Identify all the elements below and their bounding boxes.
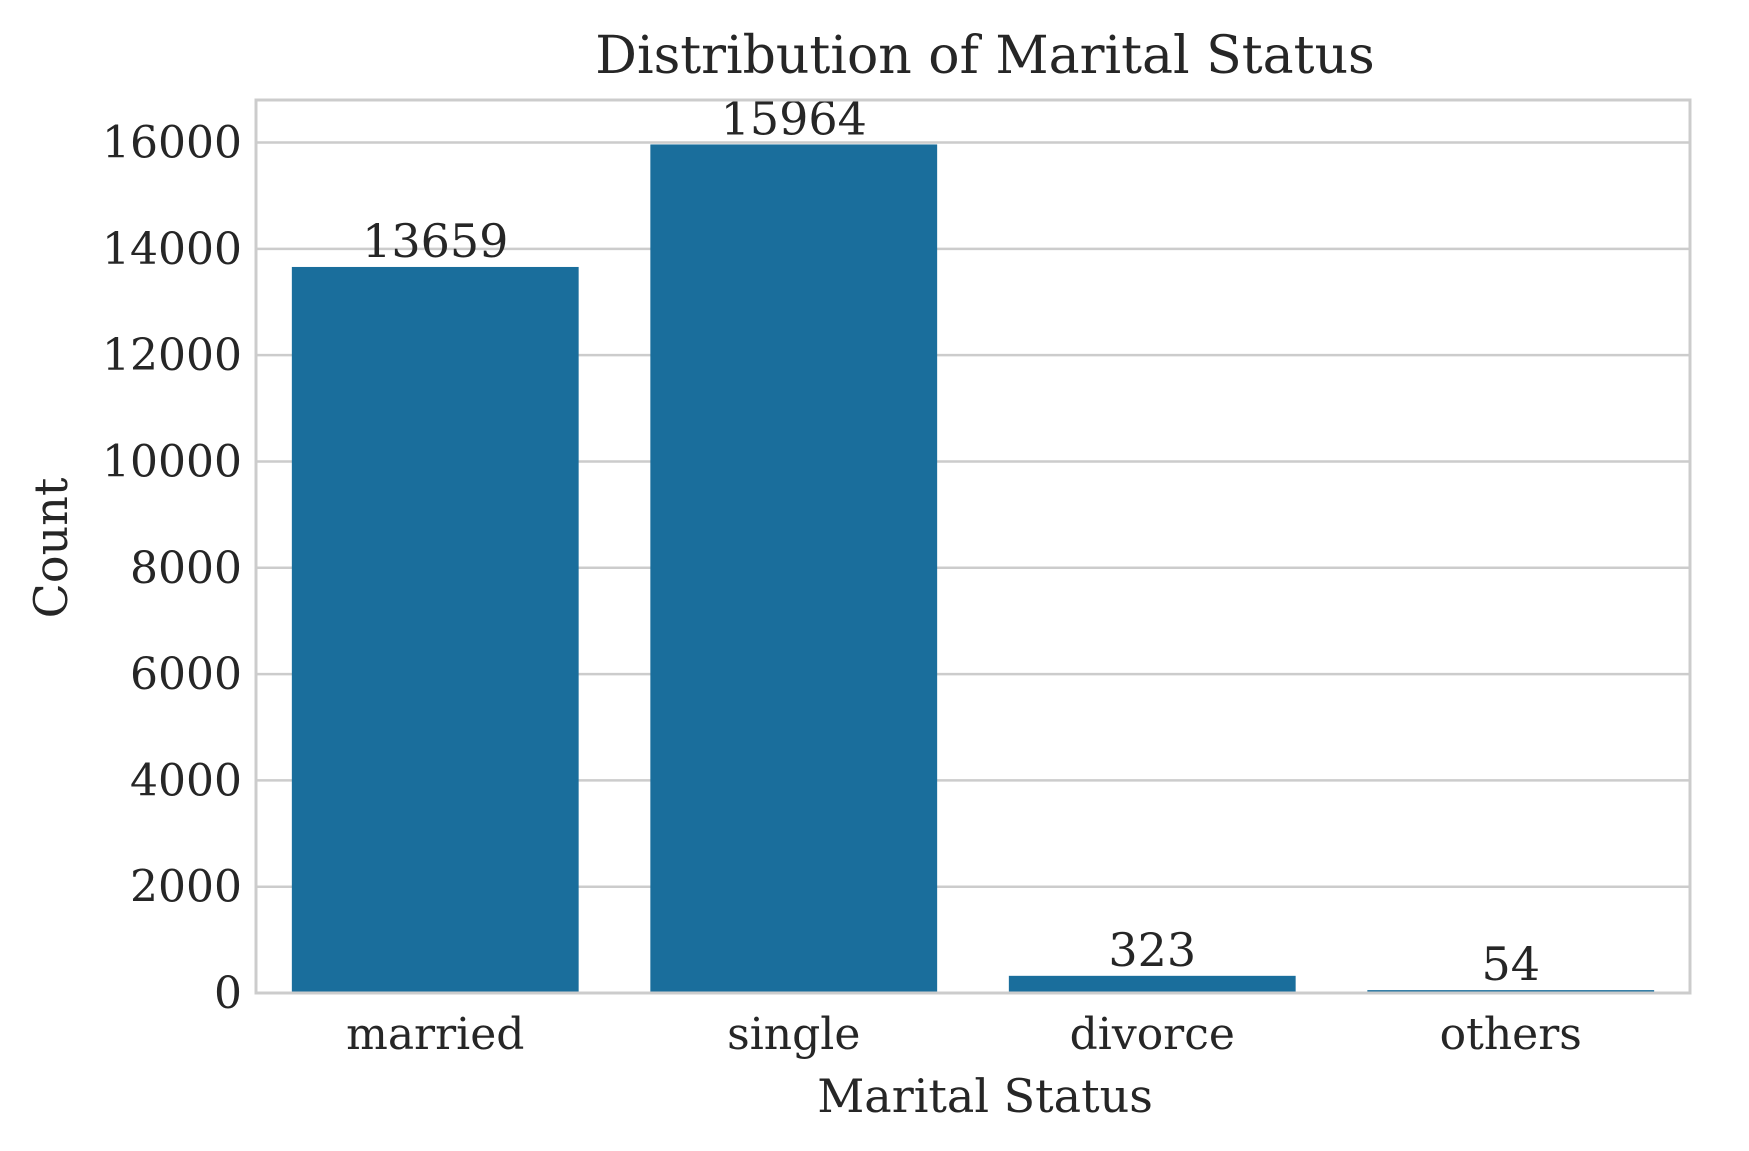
y-tick-label: 14000 (102, 224, 242, 275)
data-label: 54 (1481, 937, 1540, 991)
data-label: 323 (1108, 923, 1196, 977)
bar-single (650, 144, 938, 993)
y-axis-title: Count (24, 477, 78, 618)
y-tick-label: 0 (214, 968, 242, 1019)
y-tick-label: 8000 (130, 543, 242, 594)
y-tick-label: 10000 (102, 436, 242, 487)
bar-married (291, 266, 579, 993)
y-tick-label: 12000 (102, 330, 242, 381)
x-axis-title: Marital Status (817, 1069, 1153, 1123)
x-axis-ticks: married single divorce others (346, 1009, 1582, 1060)
y-axis-ticks: 0 2000 4000 6000 8000 10000 12000 14000 16000 (102, 118, 242, 1019)
y-tick-label: 16000 (102, 118, 242, 169)
x-tick-label: divorce (1070, 1009, 1235, 1060)
bars (291, 144, 1655, 993)
x-tick-label: married (346, 1009, 524, 1060)
data-label: 13659 (362, 214, 508, 268)
y-tick-label: 6000 (130, 649, 242, 700)
plot-frame (254, 98, 1692, 995)
bar-divorce (1008, 975, 1296, 993)
x-tick-label: single (727, 1009, 860, 1060)
x-tick-label: others (1440, 1009, 1582, 1060)
chart-title: Distribution of Marital Status (595, 26, 1375, 86)
y-tick-label: 2000 (130, 862, 242, 913)
y-tick-label: 4000 (130, 755, 242, 806)
